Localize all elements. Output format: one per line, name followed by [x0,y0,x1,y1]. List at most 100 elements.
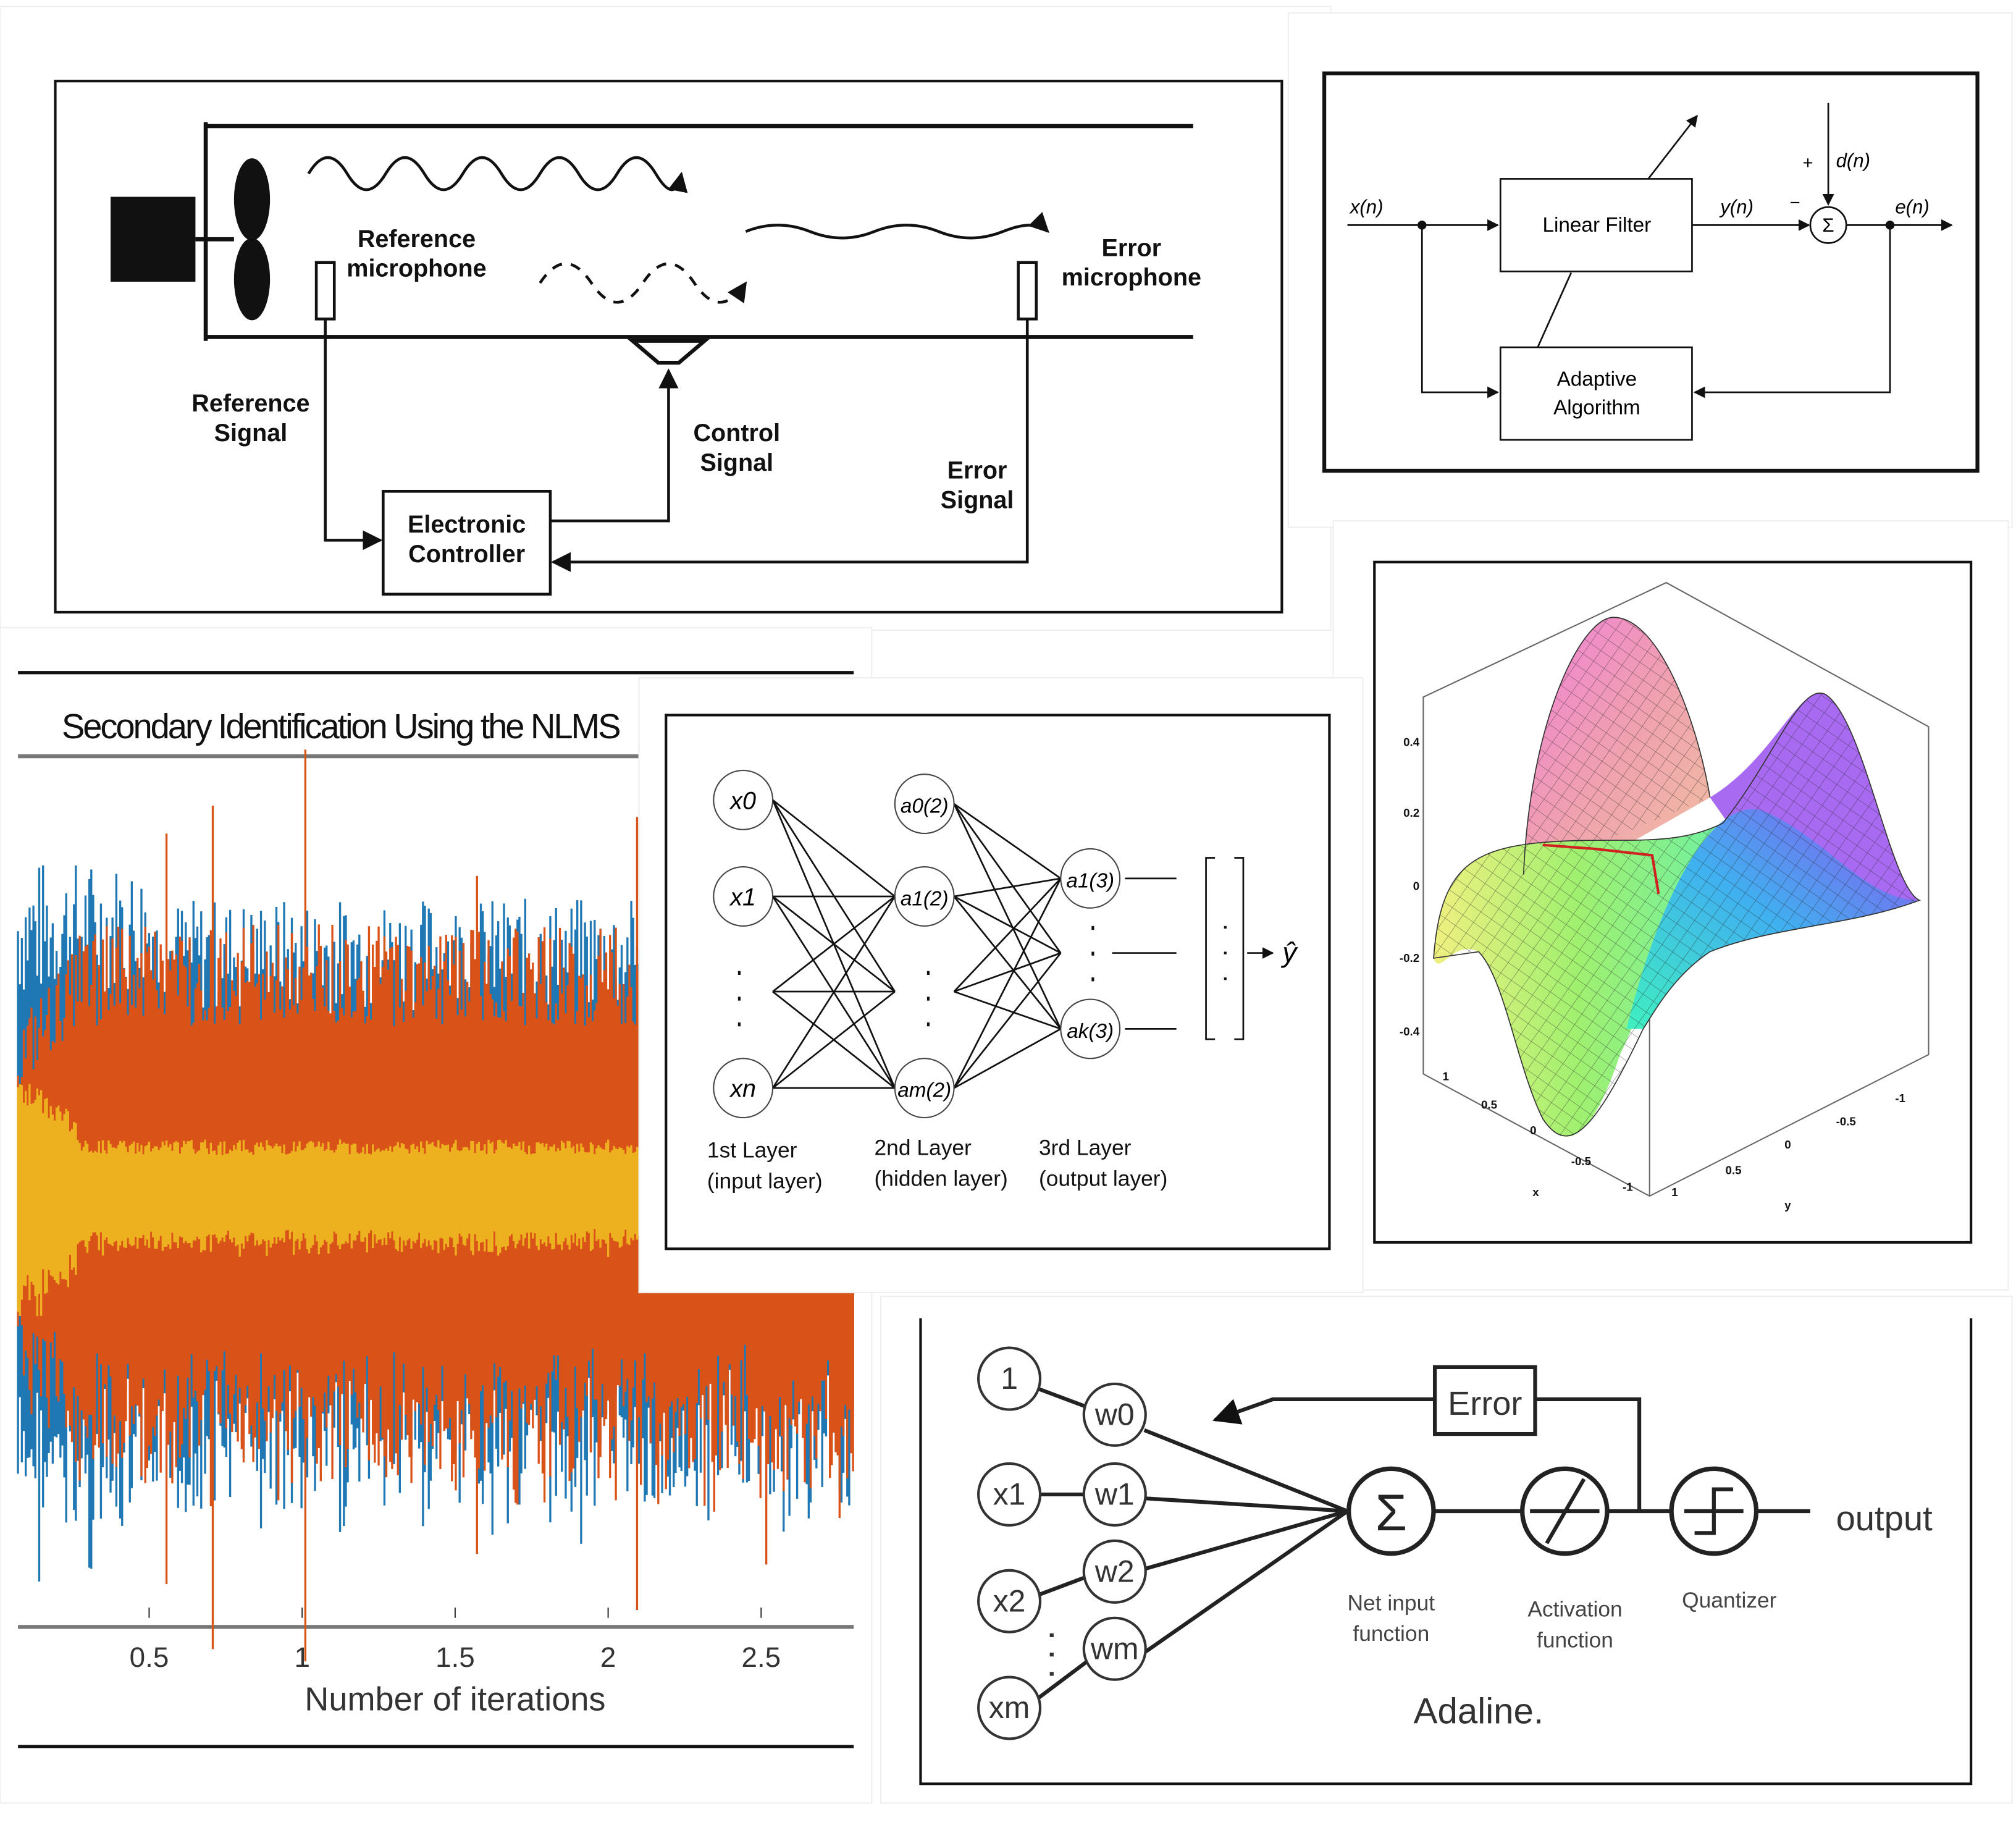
svg-text:Σ: Σ [1376,1484,1407,1541]
weight-node [1082,1382,1147,1447]
hidden-node [894,773,955,835]
svg-text:3rd Layer: 3rd Layer [1039,1136,1132,1160]
svg-text:1: 1 [1001,1361,1018,1396]
svg-text:output: output [1836,1499,1933,1538]
svg-text:2: 2 [600,1642,616,1673]
hidden-node [894,866,955,927]
svg-text:x0: x0 [729,787,756,814]
svg-text:-0.5: -0.5 [1571,1155,1591,1168]
svg-text:a1(2): a1(2) [901,888,949,911]
svg-text:Adaline.: Adaline. [1414,1691,1544,1731]
svg-text:-1: -1 [1623,1181,1633,1194]
bias-input-node [977,1346,1042,1411]
svg-text:2.5: 2.5 [741,1642,781,1673]
svg-text:1: 1 [294,1642,309,1673]
adaptive-algorithm-box [1499,346,1693,441]
svg-text:Σ: Σ [1822,214,1834,236]
x-axis-ticks: 0.5 1 1.5 2 2.5 [130,1608,781,1673]
svg-text:x: x [1532,1186,1539,1199]
z-axis-ticks: 0.4 0.2 0 -0.2 -0.4 [1400,735,1420,1037]
hidden-node [894,1058,955,1119]
adaline-panel: 1 x1 x2 xm w0 w1 w2 wm Error Σ output Ne… [880,1296,2013,1804]
svg-text:(hidden layer): (hidden layer) [875,1166,1008,1191]
svg-text:0.5: 0.5 [1726,1164,1742,1177]
svg-text:0.4: 0.4 [1403,735,1420,748]
svg-text:x1: x1 [993,1477,1026,1512]
input-node [713,769,774,830]
adaptive-filter-panel: Linear Filter Adaptive Algorithm Σ x(n) y… [1287,12,2013,528]
svg-text:ak(3): ak(3) [1067,1020,1114,1043]
plot-title: Secondary Identification Using the NLMS [62,707,620,746]
svg-text:-0.4: -0.4 [1400,1025,1420,1038]
svg-text:a1(3): a1(3) [1066,869,1114,892]
svg-text:+: + [1802,153,1813,173]
y-axis-ticks: 1 0.5 0 -0.5 -1 y [1671,1092,1905,1212]
input-node [977,1675,1042,1740]
svg-text:x2: x2 [993,1583,1026,1618]
svg-text:2nd Layer: 2nd Layer [875,1136,972,1160]
output-node [1060,998,1121,1060]
svg-text:0: 0 [1784,1138,1791,1151]
network-connections [771,799,1062,1089]
svg-text:0: 0 [1413,880,1419,893]
anc-duct-panel: Reference microphone Error microphone Refe… [0,6,1332,631]
svg-text:-0.5: -0.5 [1836,1115,1856,1128]
svg-text:−: − [1790,193,1800,213]
weight-node [1082,1462,1147,1527]
svg-text:Error: Error [1448,1385,1522,1422]
svg-text:function: function [1353,1622,1429,1646]
svg-text:(input layer): (input layer) [707,1170,823,1194]
output-vector-bracket [1205,857,1245,1040]
svg-text:1: 1 [1671,1186,1678,1199]
svg-text:Net input: Net input [1348,1591,1435,1615]
x-axis-label: Number of iterations [304,1681,605,1718]
svg-text:y(n): y(n) [1719,196,1754,218]
input-node [977,1462,1042,1527]
fan-icon [233,158,271,241]
reference-wave [307,156,688,193]
input-node [977,1569,1042,1633]
speaker-icon [627,339,710,365]
noise-source [111,196,196,282]
svg-text:w1: w1 [1094,1477,1135,1512]
svg-text:1: 1 [1443,1070,1449,1083]
svg-text:0.5: 0.5 [1481,1098,1497,1111]
input-node [713,1058,774,1119]
output-node [1060,848,1121,909]
svg-text:x1: x1 [729,884,756,911]
svg-text:y: y [1784,1199,1791,1212]
svg-text:d(n): d(n) [1836,150,1871,172]
svg-text:-0.2: -0.2 [1400,951,1419,964]
svg-text:0: 0 [1530,1124,1536,1137]
weight-node [1082,1616,1147,1681]
error-box [1432,1365,1537,1436]
surface-plot-panel: 0.4 0.2 0 -0.2 -0.4 1 0.5 0 -0.5 -1 x 1 … [1332,520,2009,1291]
svg-text:w2: w2 [1094,1554,1135,1588]
svg-text:w0: w0 [1094,1397,1135,1432]
input-node [713,866,774,927]
svg-text:e(n): e(n) [1895,196,1930,218]
svg-text:Linear Filter: Linear Filter [1542,214,1651,237]
svg-text:Quantizer: Quantizer [1682,1588,1777,1612]
svg-text:(output layer): (output layer) [1039,1166,1167,1191]
svg-text:xm: xm [989,1690,1030,1725]
svg-text:Activation: Activation [1527,1598,1622,1622]
svg-text:1st Layer: 1st Layer [707,1139,797,1163]
svg-text:xn: xn [729,1076,756,1103]
svg-text:ŷ: ŷ [1280,937,1298,968]
svg-text:a0(2): a0(2) [901,795,949,818]
svg-text:function: function [1537,1629,1613,1653]
svg-text:0.5: 0.5 [130,1642,169,1673]
svg-text:-1: -1 [1895,1092,1905,1105]
net-input-sum-icon [1346,1466,1436,1556]
svg-text:1.5: 1.5 [435,1642,475,1673]
svg-text:am(2): am(2) [897,1079,951,1102]
